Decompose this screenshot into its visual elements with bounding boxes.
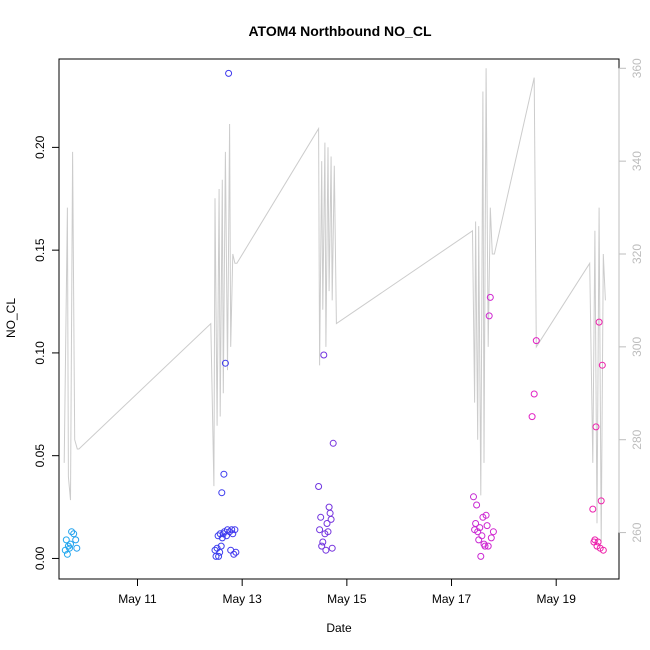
data-point <box>589 505 597 513</box>
data-point <box>327 515 335 523</box>
data-point <box>487 534 495 542</box>
y-tick-label: 0.05 <box>33 444 47 468</box>
data-point <box>325 503 333 511</box>
data-point <box>595 318 603 326</box>
y2-tick-label: 300 <box>630 337 644 357</box>
y-axis: 0.00 0.05 0.10 0.15 0.20 <box>33 135 60 570</box>
data-point <box>324 528 332 536</box>
x-tick-label: May 17 <box>432 592 472 606</box>
y-tick-label: 0.20 <box>33 135 47 159</box>
data-point <box>216 548 224 556</box>
data-point <box>317 513 325 521</box>
x-axis: May 11 May 13 May 15 May 17 May 19 <box>118 578 577 606</box>
data-point <box>597 497 605 505</box>
data-point <box>220 470 228 478</box>
data-point <box>322 546 330 554</box>
data-point <box>476 524 484 532</box>
data-point <box>475 536 483 544</box>
data-point <box>320 351 328 359</box>
data-point <box>66 544 73 552</box>
data-point <box>489 528 497 536</box>
data-point <box>212 552 220 560</box>
y-tick-label: 0.10 <box>33 341 47 365</box>
data-point <box>485 312 493 320</box>
data-point <box>486 293 494 301</box>
y2-tick-label: 260 <box>630 522 644 542</box>
data-point <box>73 544 81 552</box>
data-point <box>594 538 602 546</box>
data-point <box>484 542 492 550</box>
x-tick-label: May 13 <box>222 592 262 606</box>
data-point <box>482 511 490 519</box>
data-point <box>319 538 327 546</box>
data-point <box>599 546 607 554</box>
x-tick-label: May 11 <box>118 592 157 606</box>
series-line <box>63 68 606 542</box>
data-point <box>218 534 226 542</box>
data-point <box>216 530 224 538</box>
data-point <box>316 526 324 534</box>
y2-tick-label: 360 <box>630 58 644 78</box>
data-point <box>318 542 326 550</box>
data-point <box>63 550 71 558</box>
y2-tick-label: 340 <box>630 151 644 171</box>
y2-axis: 260 280 300 320 340 360 <box>618 58 644 543</box>
data-point <box>229 530 237 538</box>
data-point <box>217 542 225 550</box>
data-point <box>532 337 540 345</box>
data-point <box>477 552 485 560</box>
data-point <box>530 390 538 398</box>
data-point <box>328 544 336 552</box>
data-point <box>67 540 74 548</box>
data-point <box>470 493 477 501</box>
series-points <box>61 69 607 560</box>
data-point <box>315 483 323 490</box>
data-point <box>231 526 239 534</box>
data-point <box>62 536 70 544</box>
data-point <box>592 423 600 431</box>
data-point <box>230 550 238 558</box>
data-point <box>478 532 486 540</box>
x-axis-label: Date <box>326 621 352 635</box>
y2-tick-label: 320 <box>630 244 644 264</box>
data-point <box>472 520 480 527</box>
data-point <box>323 520 331 527</box>
chart-title: ATOM4 Northbound NO_CL <box>248 23 431 39</box>
data-point <box>228 526 236 534</box>
data-point <box>483 522 491 530</box>
data-point <box>474 528 482 536</box>
data-point <box>481 542 489 550</box>
data-point <box>232 548 240 556</box>
data-point <box>329 439 337 447</box>
data-point <box>224 526 231 534</box>
x-tick-label: May 19 <box>537 592 577 606</box>
data-point <box>221 359 229 367</box>
data-point <box>215 552 223 560</box>
data-point <box>70 530 78 538</box>
data-point <box>528 413 536 421</box>
data-point <box>598 361 606 369</box>
data-point <box>68 528 76 536</box>
data-point <box>225 69 233 77</box>
series-line-path <box>63 68 606 542</box>
data-point <box>218 489 226 497</box>
y2-tick-label: 280 <box>630 429 644 449</box>
x-tick-label: May 15 <box>327 592 367 606</box>
y-tick-label: 0.15 <box>33 238 47 262</box>
y-axis-label: NO_CL <box>4 298 18 338</box>
data-point <box>473 501 481 509</box>
data-point <box>72 536 80 544</box>
data-point <box>326 509 334 517</box>
y-tick-label: 0.00 <box>33 546 47 570</box>
